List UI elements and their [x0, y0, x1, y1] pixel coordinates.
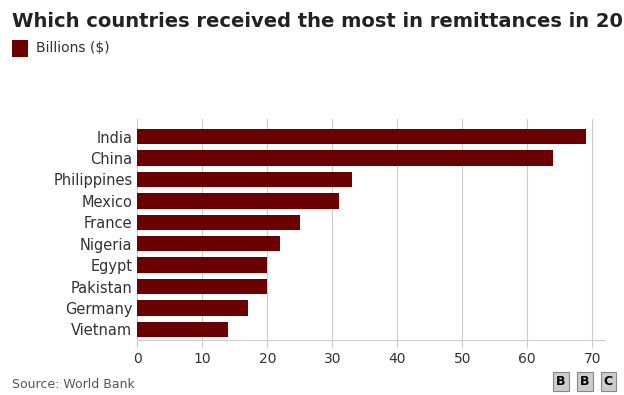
Text: Billions ($): Billions ($) [36, 41, 109, 55]
Bar [137, 322, 228, 337]
Bar [137, 193, 339, 209]
Bar [137, 300, 248, 316]
Text: C: C [604, 375, 613, 387]
Bar [137, 172, 352, 187]
Bar [137, 236, 280, 252]
Bar [137, 214, 300, 230]
Text: Source: World Bank: Source: World Bank [12, 378, 135, 391]
Text: B: B [556, 375, 566, 387]
Bar [137, 129, 586, 144]
Bar [137, 150, 553, 166]
Bar [137, 258, 267, 273]
Bar [137, 279, 267, 294]
Text: B: B [580, 375, 590, 387]
Text: Which countries received the most in remittances in 2017?: Which countries received the most in rem… [12, 12, 624, 31]
